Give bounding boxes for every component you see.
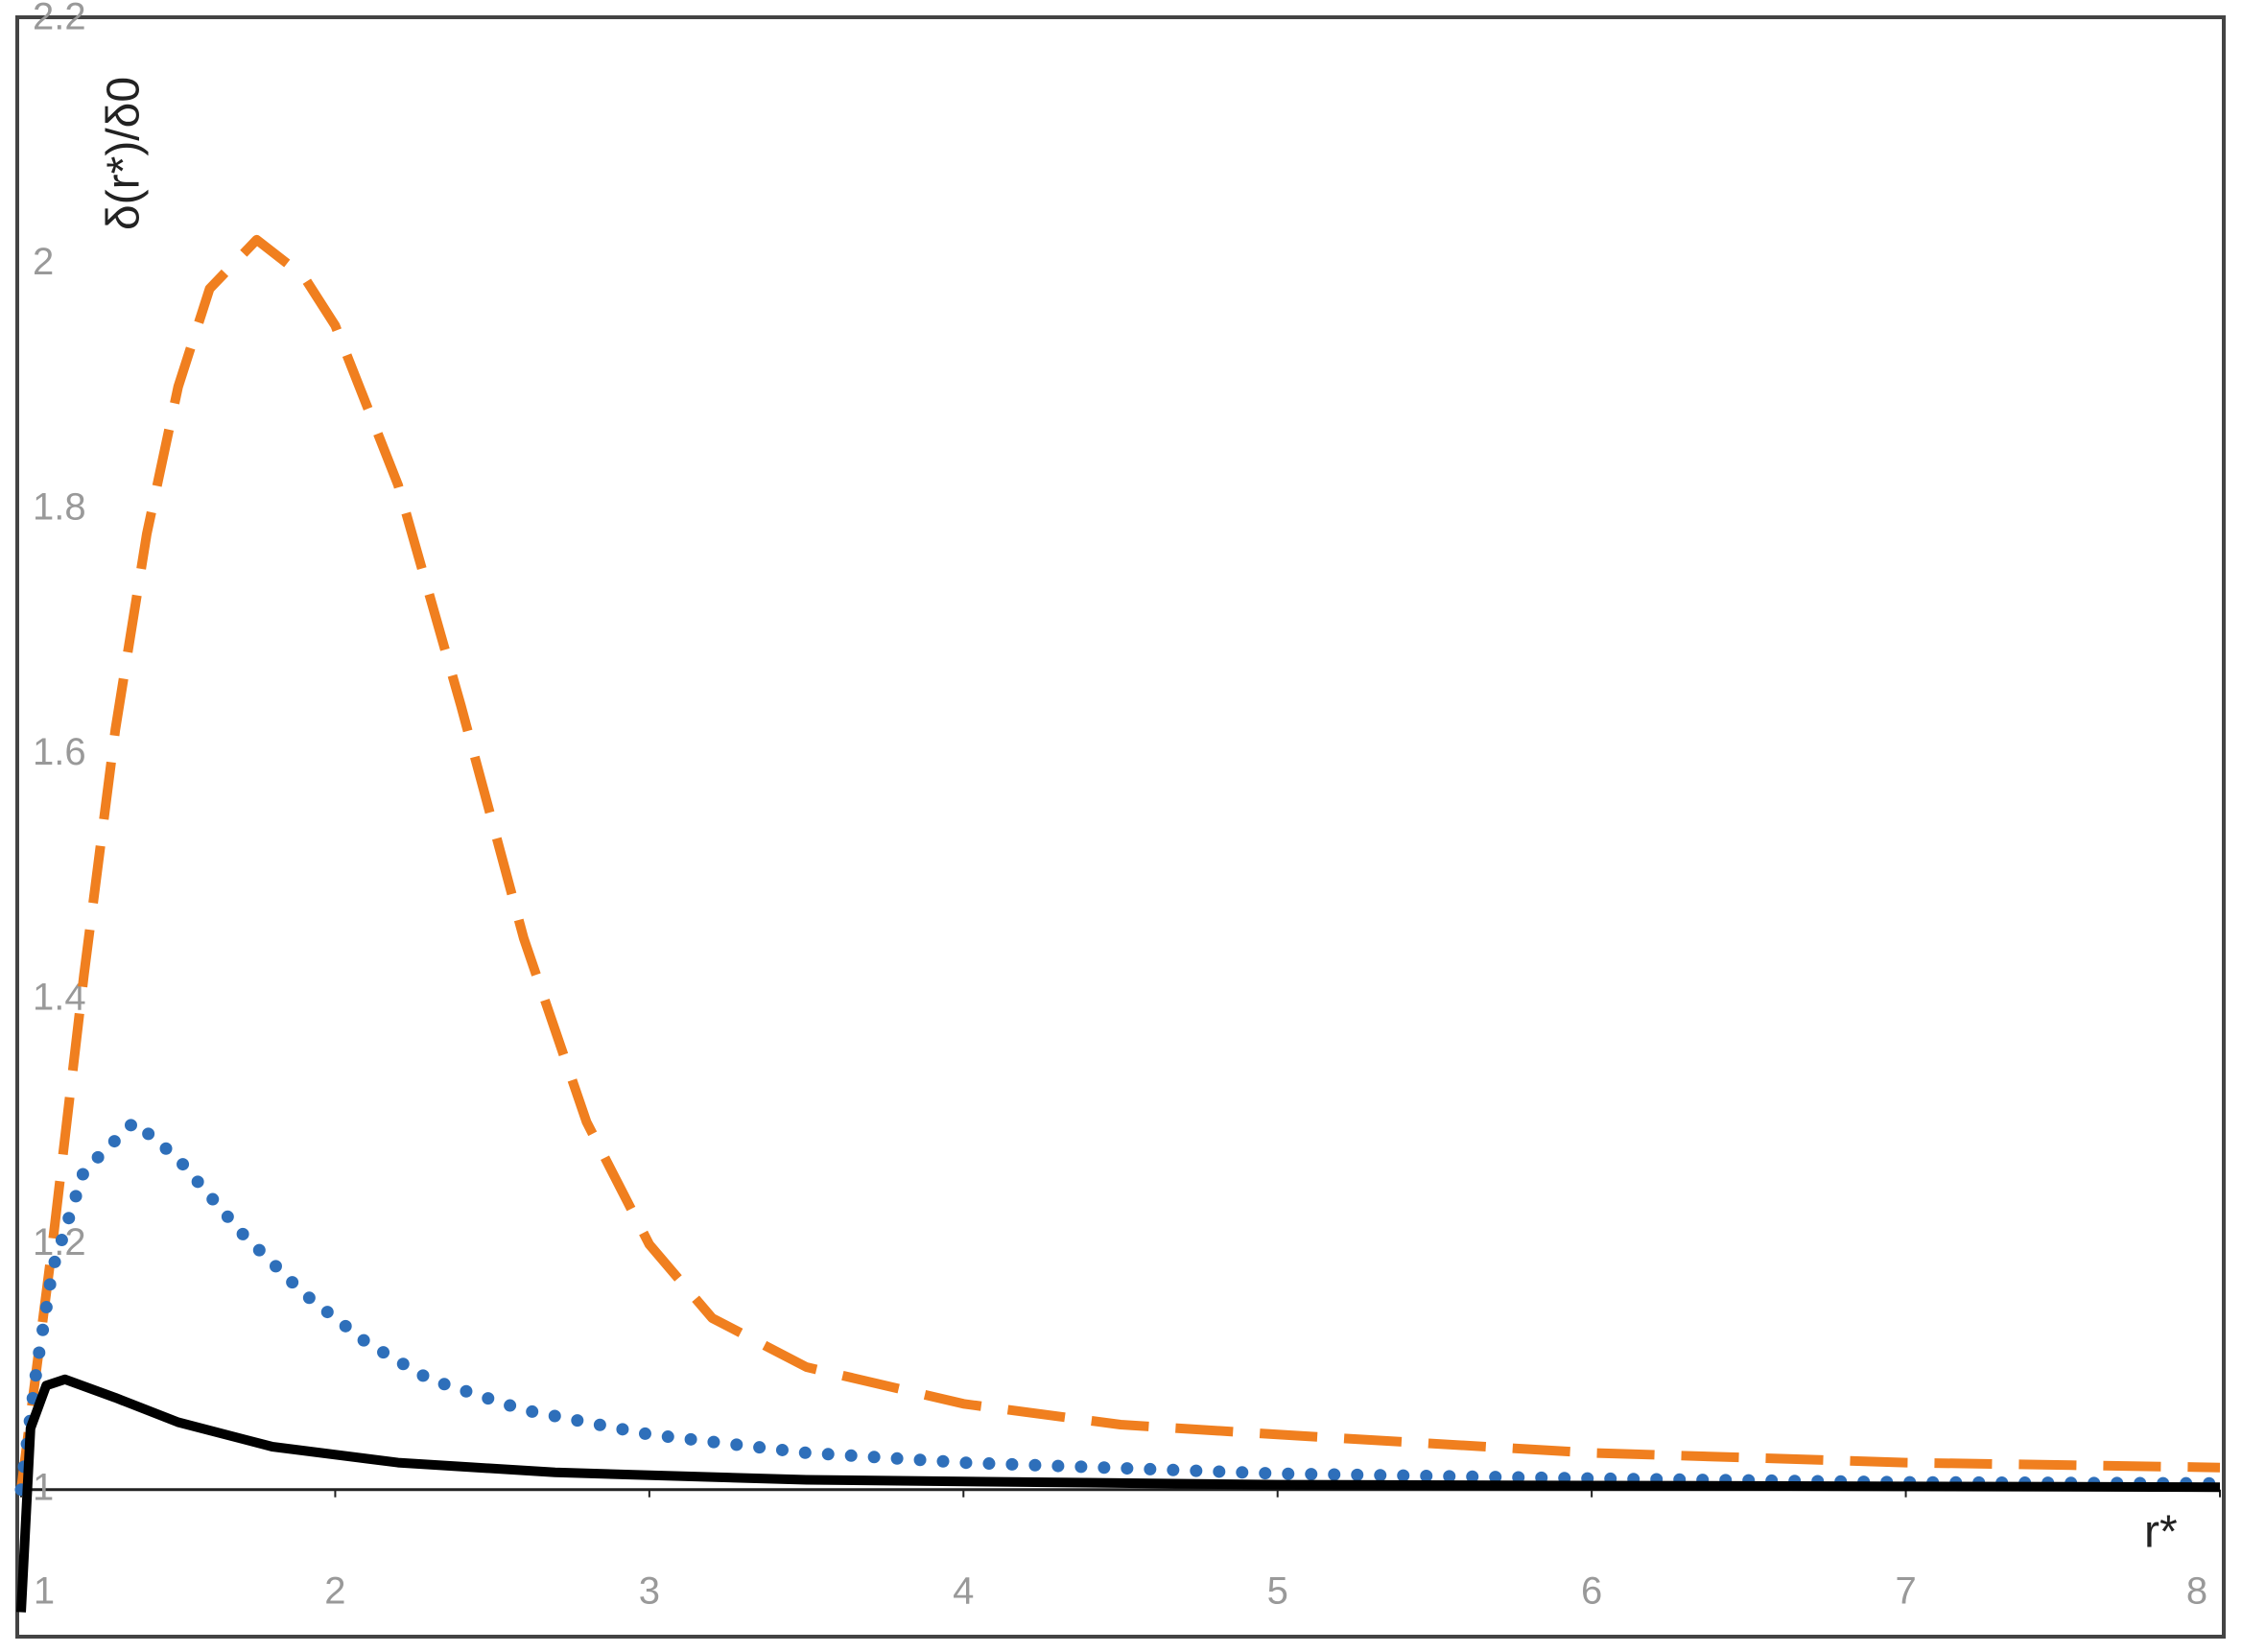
x-tick-label: 7 [1895,1569,1916,1612]
line-series [14,1116,2227,1497]
plot-frame [15,15,2226,1639]
x-tick-label: 3 [639,1569,660,1612]
y-tick-label: 1.4 [33,976,86,1018]
y-tick-label: 1.8 [33,485,86,528]
y-tick-label: 2 [33,241,54,283]
x-tick-label: 2 [324,1569,345,1612]
x-axis-label: r* [2144,1507,2178,1558]
y-tick-label: 2.2 [33,0,86,38]
y-tick-label: 1.6 [33,731,86,773]
x-tick-label: 6 [1581,1569,1602,1612]
y-axis-label: δ(r*)/δ0 [99,77,150,230]
x-tick-label: 1 [34,1569,55,1612]
x-tick-label: 5 [1267,1569,1288,1612]
x-tick-label: 4 [953,1569,974,1612]
line-series [16,1374,2221,1613]
line-series [16,234,2221,1491]
y-tick-label: 1 [33,1466,54,1508]
x-tick-label: 8 [2186,1569,2207,1612]
